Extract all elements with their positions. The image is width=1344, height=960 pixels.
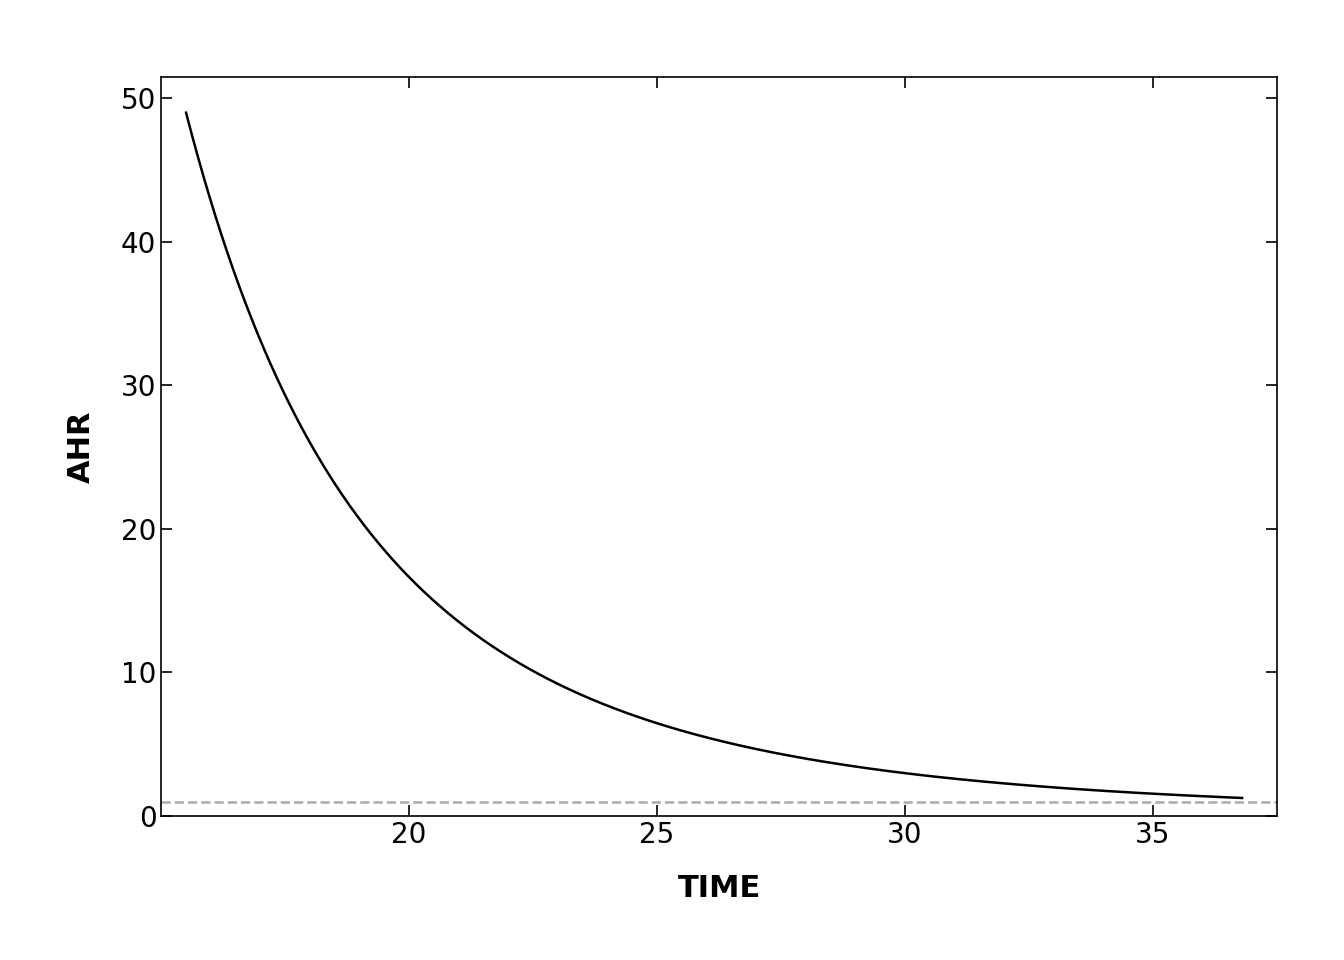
Y-axis label: AHR: AHR [67,410,95,483]
X-axis label: TIME: TIME [677,874,761,902]
